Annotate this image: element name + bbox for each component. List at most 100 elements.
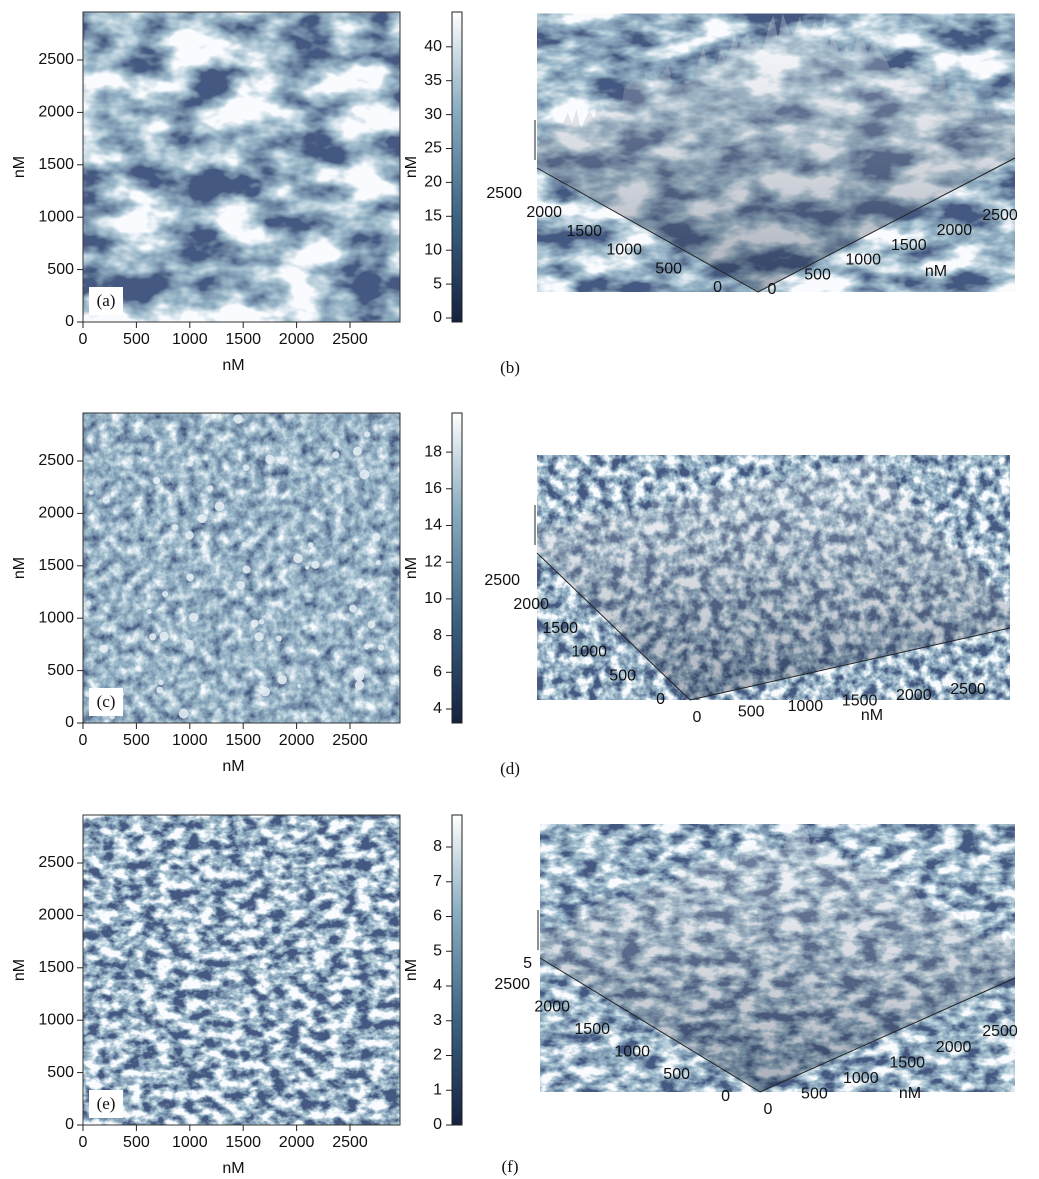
colorbar-tick-label: 16: [424, 480, 442, 497]
particle: [171, 524, 179, 531]
x-axis-label: nM: [222, 357, 244, 374]
panel-label: (c): [97, 692, 116, 711]
y-axis-label: nM: [11, 156, 28, 178]
y-tick-label: 2000: [38, 505, 74, 522]
particle: [236, 580, 246, 590]
particle: [372, 532, 381, 542]
particle: [187, 460, 193, 467]
colorbar-label: nM: [403, 557, 420, 579]
image-frame: [82, 814, 401, 1126]
left-tick-label: 500: [655, 260, 682, 277]
panel-label: (e): [97, 1094, 116, 1113]
axis-label-3d: nM: [861, 707, 883, 724]
particle: [200, 683, 206, 689]
particle: [254, 632, 264, 642]
panel-label: (a): [97, 291, 116, 310]
particle: [349, 604, 357, 613]
left-tick-label: 2500: [486, 185, 522, 202]
x-tick-label: 2500: [332, 331, 368, 348]
afm-image: [83, 12, 400, 322]
y-tick-label: 500: [47, 662, 74, 679]
right-tick-label: 500: [804, 266, 831, 283]
right-tick-label: 1500: [889, 1054, 925, 1071]
y-tick-label: 1500: [38, 156, 74, 173]
panel-label: (b): [500, 358, 520, 377]
particle: [258, 619, 265, 625]
colorbar-tick-label: 18: [424, 443, 442, 460]
particle: [241, 541, 247, 548]
y-tick-label: 1000: [38, 208, 74, 225]
y-tick-label: 1000: [38, 609, 74, 626]
colorbar-tick-label: 8: [433, 838, 442, 855]
particle: [158, 679, 164, 686]
panel-label: (d): [500, 759, 520, 778]
colorbar-tick-label: 7: [433, 873, 442, 890]
right-tick-label: 1500: [842, 692, 878, 709]
left-tick-label: 500: [663, 1066, 690, 1083]
y-tick-label: 500: [47, 1064, 74, 1081]
colorbar-tick-label: 40: [424, 38, 442, 55]
particle: [233, 414, 243, 424]
particle: [99, 644, 109, 653]
particle: [85, 600, 92, 606]
colorbar-tick-label: 0: [433, 1116, 442, 1133]
x-tick-label: 2500: [332, 732, 368, 749]
right-tick-label: 1000: [843, 1070, 879, 1087]
particle: [260, 686, 270, 697]
left-tick-label: 1500: [574, 1021, 610, 1038]
axis-label-3d: nM: [925, 263, 947, 280]
colorbar-tick-label: 6: [433, 908, 442, 925]
y-tick-label: 1000: [38, 1011, 74, 1028]
x-tick-label: 1500: [225, 732, 261, 749]
x-axis-label: nM: [222, 1160, 244, 1177]
base-edge-left: [536, 552, 691, 701]
particle: [242, 464, 250, 471]
left-tick-label: 0: [713, 279, 722, 296]
left-tick-label: 2500: [494, 976, 530, 993]
particle: [293, 553, 303, 564]
y-tick-label: 0: [65, 714, 74, 731]
right-tick-label: 0: [768, 281, 777, 298]
left-tick-label: 2000: [526, 204, 562, 221]
colorbar-tick-label: 2: [433, 1047, 442, 1064]
particle: [363, 431, 371, 438]
particle: [354, 671, 365, 682]
x-tick-label: 1500: [225, 331, 261, 348]
particle: [297, 683, 302, 689]
y-tick-label: 0: [65, 1116, 74, 1133]
y-tick-label: 2500: [38, 51, 74, 68]
colorbar-tick-label: 35: [424, 72, 442, 89]
particle: [281, 692, 286, 697]
particle: [305, 565, 310, 570]
x-tick-label: 2000: [279, 331, 315, 348]
x-tick-label: 500: [123, 1134, 150, 1151]
base-edge-right: [757, 157, 1016, 293]
particle: [102, 496, 110, 504]
particle: [188, 612, 199, 623]
particle: [159, 631, 169, 641]
colorbar-label: nM: [403, 156, 420, 178]
right-tick-label: 0: [764, 1101, 773, 1118]
colorbar-tick-label: 5: [433, 942, 442, 959]
y-tick-label: 2500: [38, 854, 74, 871]
colorbar-tick-label: 10: [424, 241, 442, 258]
right-tick-label: 1000: [845, 252, 881, 269]
panel-label-box: [89, 287, 123, 315]
surface-shade: [540, 824, 1015, 1092]
y-axis-label: nM: [11, 959, 28, 981]
colorbar: [451, 814, 463, 1126]
colorbar-tick-label: 0: [433, 309, 442, 326]
colorbar-tick-label: 3: [433, 1012, 442, 1029]
particle: [250, 619, 259, 628]
panel-label: (f): [502, 1157, 519, 1176]
right-tick-label: 1000: [788, 698, 824, 715]
particle: [265, 454, 275, 465]
image-frame: [82, 11, 401, 323]
left-tick-label: 1000: [606, 242, 642, 259]
particle: [308, 542, 314, 548]
base-edge-right: [759, 977, 1016, 1093]
particle: [357, 582, 364, 589]
particle: [275, 635, 282, 642]
base-edge-right: [689, 627, 1011, 701]
y-tick-label: 2000: [38, 104, 74, 121]
